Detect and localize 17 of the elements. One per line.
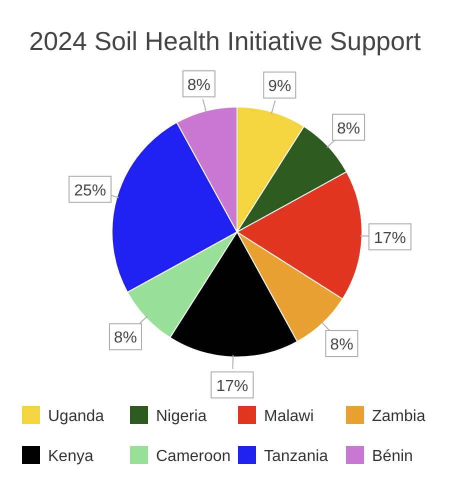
legend-label: Nigeria (156, 408, 207, 425)
data-label: 8% (114, 330, 138, 347)
legend-label: Uganda (48, 408, 104, 425)
data-label: 8% (330, 336, 354, 354)
legend-label: Tanzania (264, 448, 328, 465)
data-label: 25% (74, 182, 106, 200)
legend-label: Bénin (372, 448, 413, 465)
chart-title: 2024 Soil Health Initiative Support (29, 26, 422, 56)
legend-label: Malawi (264, 408, 314, 425)
data-label: 17% (216, 378, 248, 395)
legend-label: Cameroon (156, 448, 231, 465)
data-label: 8% (187, 76, 211, 94)
legend-label: Kenya (48, 448, 94, 465)
legend-label: Zambia (372, 408, 426, 425)
data-label: 9% (268, 78, 292, 96)
data-label: 8% (336, 120, 360, 138)
data-label: 17% (374, 230, 406, 247)
